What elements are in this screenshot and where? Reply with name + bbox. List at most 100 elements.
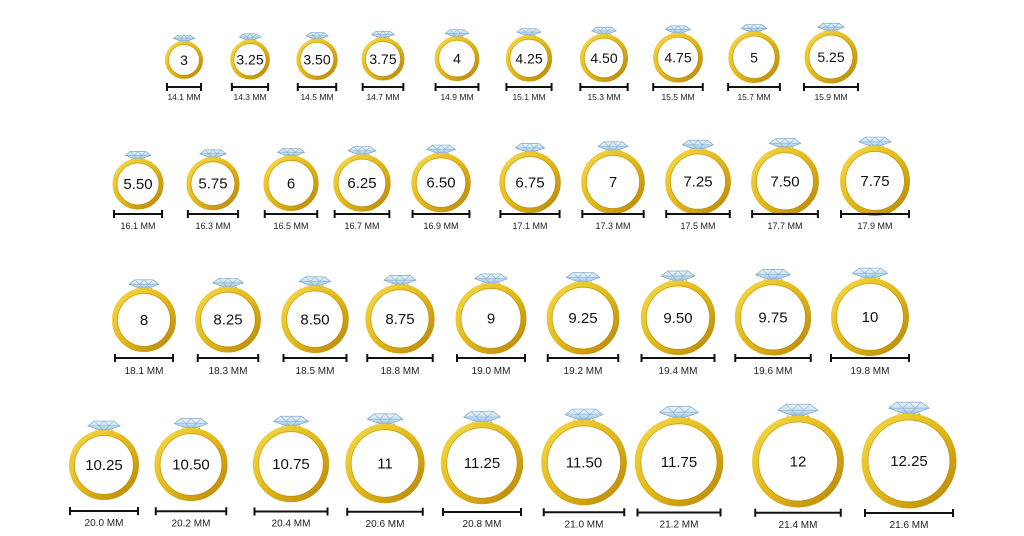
ring-size-item: 10.75 20.4 MM xyxy=(252,415,330,530)
diameter-mm-label: 15.1 MM xyxy=(512,92,545,102)
ring-band xyxy=(263,155,319,211)
diameter-bar xyxy=(263,210,319,218)
ring-band xyxy=(751,147,819,216)
ring-size-label: 3.50 xyxy=(303,51,330,67)
diameter-bar xyxy=(542,508,626,517)
ring-band xyxy=(728,31,780,83)
diameter-bar xyxy=(652,83,704,91)
ring-size-item: 5.25 15.9 MM xyxy=(803,22,859,102)
diameter-mm-label: 17.5 MM xyxy=(680,221,715,231)
diameter-bar xyxy=(434,83,480,91)
ring-size-label: 6.25 xyxy=(347,175,376,192)
ring-band xyxy=(112,158,164,210)
ring-size-item: 4.75 15.5 MM xyxy=(652,25,704,102)
diameter-bar xyxy=(333,210,391,218)
ring-band xyxy=(361,37,405,81)
diameter-bar xyxy=(840,210,910,218)
ring-size-label: 7 xyxy=(609,174,617,191)
diameter-bar xyxy=(114,354,174,362)
ring-size-label: 6.50 xyxy=(426,175,455,192)
ring-band xyxy=(499,151,561,214)
ring-size-label: 7.75 xyxy=(860,173,889,190)
rings-layer: 3 14.1 MM 3.25 14.3 MM 3.50 14.5 MM 3.75 14.7 M… xyxy=(69,22,957,531)
diameter-bar xyxy=(505,83,553,91)
ring-size-label: 11 xyxy=(377,456,393,473)
ring-band xyxy=(752,415,844,508)
ring-size-label: 10.75 xyxy=(272,456,310,473)
diameter-mm-label: 17.3 MM xyxy=(595,221,630,231)
ring-size-item: 11.25 20.8 MM xyxy=(440,411,524,530)
ring-size-label: 11.25 xyxy=(464,455,500,472)
diameter-bar xyxy=(751,210,819,218)
ring-band xyxy=(296,38,338,80)
ring-band xyxy=(734,279,812,356)
ring-size-item: 8.75 18.8 MM xyxy=(365,275,435,377)
ring-band xyxy=(634,417,724,507)
ring-size-item: 4.50 15.3 MM xyxy=(579,26,629,102)
diameter-mm-label: 21.2 MM xyxy=(660,520,699,531)
diameter-mm-label: 18.8 MM xyxy=(381,366,420,377)
ring-size-label: 5 xyxy=(750,49,758,65)
ring-size-label: 9.75 xyxy=(758,309,787,326)
diameter-bar xyxy=(186,210,240,218)
ring-size-item: 6.75 17.1 MM xyxy=(499,143,561,231)
ring-size-item: 12.25 21.6 MM xyxy=(861,401,957,531)
ring-size-label: 9 xyxy=(487,311,495,328)
ring-size-label: 8 xyxy=(140,312,148,329)
diameter-bar xyxy=(456,354,526,362)
diameter-bar xyxy=(665,210,731,218)
ring-size-item: 6 16.5 MM xyxy=(263,147,319,231)
ring-size-item: 9.25 19.2 MM xyxy=(546,272,620,377)
diameter-mm-label: 16.7 MM xyxy=(344,221,379,231)
diameter-bar xyxy=(361,83,405,91)
diameter-mm-label: 19.6 MM xyxy=(754,366,793,377)
diameter-mm-label: 14.9 MM xyxy=(440,92,473,102)
ring-size-item: 3.75 14.7 MM xyxy=(361,30,405,102)
diameter-bar xyxy=(196,354,260,362)
ring-band xyxy=(165,41,203,79)
ring-size-label: 10 xyxy=(862,309,879,326)
diameter-bar xyxy=(581,210,645,218)
diameter-bar xyxy=(579,83,629,91)
diameter-mm-label: 20.6 MM xyxy=(366,519,405,530)
diameter-bar xyxy=(166,83,202,91)
ring-size-label: 7.25 xyxy=(683,174,712,191)
ring-size-label: 12 xyxy=(790,454,807,471)
ring-size-item: 7.25 17.5 MM xyxy=(665,139,731,231)
ring-size-item: 8.50 18.5 MM xyxy=(281,276,349,377)
ring-size-item: 4 14.9 MM xyxy=(434,29,480,102)
ring-size-label: 9.25 xyxy=(568,310,597,327)
ring-size-item: 11 20.6 MM xyxy=(345,413,425,530)
ring-band xyxy=(112,288,176,352)
diameter-bar xyxy=(69,507,139,515)
ring-band xyxy=(281,285,349,353)
diameter-mm-label: 15.9 MM xyxy=(814,92,847,102)
ring-band xyxy=(411,152,471,213)
ring-size-item: 9 19.0 MM xyxy=(455,273,527,377)
diameter-bar xyxy=(640,354,716,362)
ring-band xyxy=(861,413,957,509)
diameter-mm-label: 21.6 MM xyxy=(890,520,929,531)
ring-band xyxy=(665,148,731,215)
ring-size-item: 7.75 17.9 MM xyxy=(840,136,910,231)
ring-size-item: 6.50 16.9 MM xyxy=(411,144,471,231)
diameter-mm-label: 16.3 MM xyxy=(195,221,230,231)
ring-size-item: 4.25 15.1 MM xyxy=(505,28,553,102)
diameter-bar xyxy=(442,508,522,516)
diameter-bar xyxy=(230,83,270,91)
ring-size-label: 3.25 xyxy=(236,52,263,68)
ring-size-label: 10.25 xyxy=(85,457,123,474)
diameter-bar xyxy=(282,354,348,362)
ring-size-label: 5.50 xyxy=(123,176,152,193)
diameter-mm-label: 17.1 MM xyxy=(512,221,547,231)
ring-band xyxy=(831,278,909,356)
diameter-mm-label: 21.0 MM xyxy=(565,519,604,530)
diameter-bar xyxy=(864,509,954,517)
ring-size-item: 8 18.1 MM xyxy=(112,279,176,377)
ring-size-label: 10.50 xyxy=(172,457,210,474)
diameter-mm-label: 14.5 MM xyxy=(300,92,333,102)
diameter-mm-label: 21.4 MM xyxy=(779,520,818,531)
ring-size-item: 9.50 19.4 MM xyxy=(640,270,716,377)
diameter-mm-label: 14.3 MM xyxy=(233,92,266,102)
